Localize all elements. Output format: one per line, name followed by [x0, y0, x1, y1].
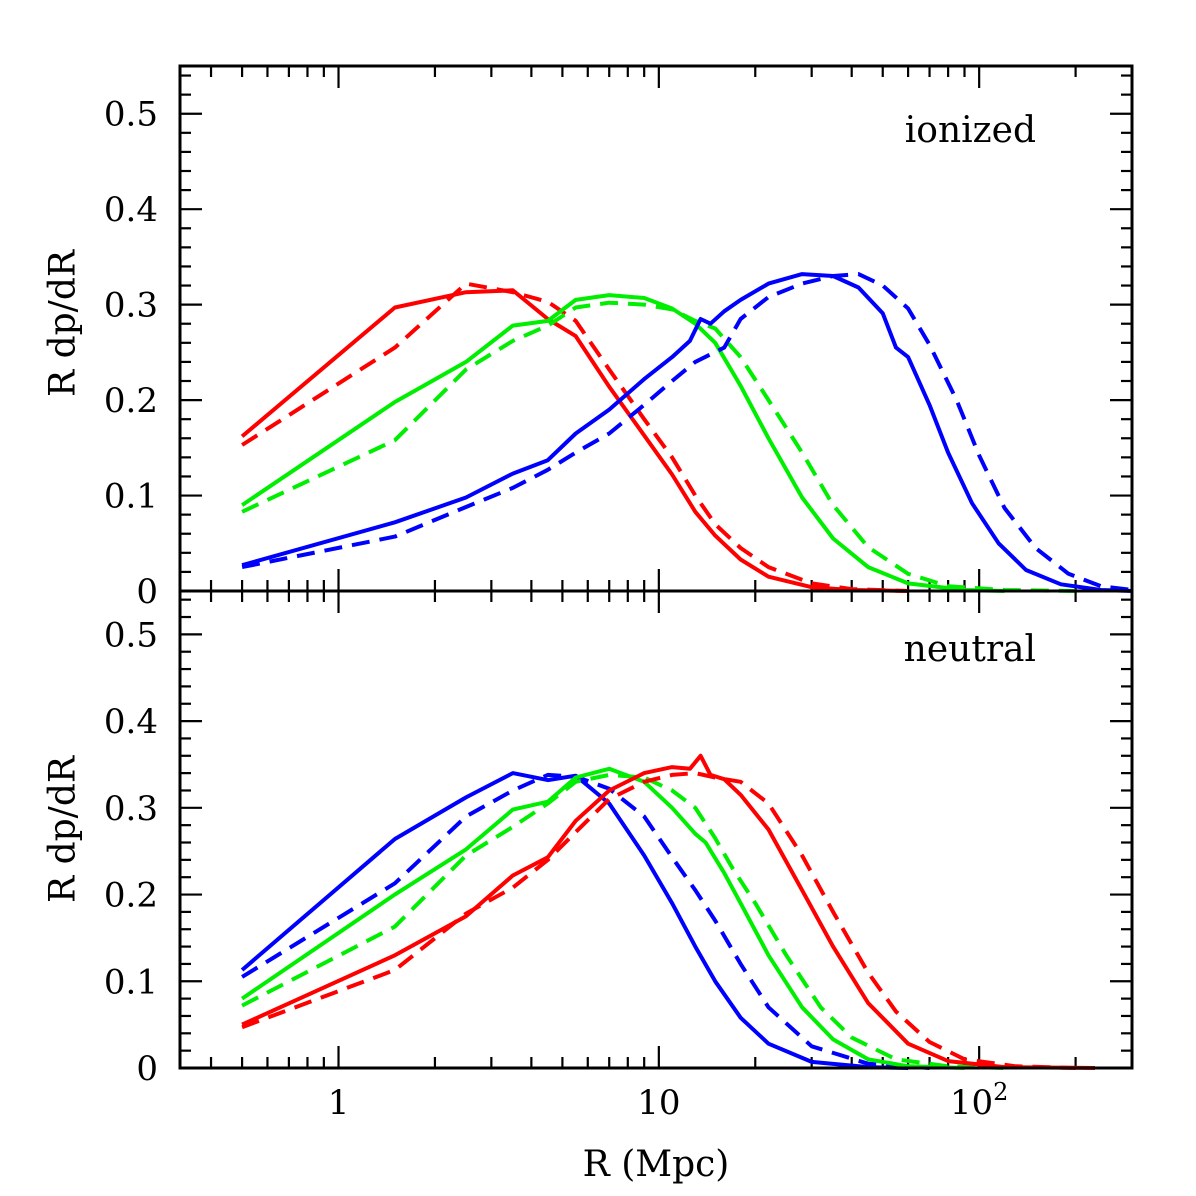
y-axis-label-bottom: R dp/dR: [43, 755, 84, 903]
y-tick-label: 0.3: [104, 789, 158, 829]
curves-bottom: [240, 753, 1096, 1070]
y-tick-label: 0.2: [104, 381, 158, 421]
curves-top: [240, 272, 1133, 593]
series-red-dashed: [241, 771, 1076, 1070]
y-tick-label: 0.1: [104, 962, 158, 1002]
y-tick-label: 0.5: [104, 95, 158, 135]
series-blue-solid: [241, 272, 1133, 593]
panel-ionized: 0 0.1 0.2 0.3 0.4 0.5 ionized R dp/dR: [43, 64, 1134, 612]
series-red-dashed: [241, 281, 909, 593]
frame-bottom: [178, 589, 1134, 1070]
y-tick-label: 0.3: [104, 286, 158, 326]
y-tick-label: 0.4: [104, 702, 158, 742]
series-blue-solid: [240, 771, 909, 1070]
series-blue-dashed: [241, 772, 930, 1070]
series-red-solid: [241, 753, 1096, 1070]
y-tick-label: 0: [136, 572, 158, 612]
y-tick-label: 0.4: [104, 190, 158, 230]
y-tick-label: 0.5: [104, 615, 158, 655]
y-tick-label: 0: [136, 1049, 158, 1089]
series-green-solid: [240, 766, 965, 1070]
x-tick-label: 10: [637, 1083, 680, 1123]
ticks-top: 0 0.1 0.2 0.3 0.4 0.5: [104, 66, 1134, 612]
series-green-solid: [240, 293, 1005, 593]
panel-label-ionized: ionized: [905, 110, 1036, 151]
series-red-solid: [240, 288, 909, 593]
series-blue-dashed: [241, 272, 1133, 592]
y-tick-label: 0.1: [104, 477, 158, 517]
panel-neutral: 0 0.1 0.2 0.3 0.4 0.5 neutral R dp/dR: [43, 589, 1134, 1089]
x-axis-label: R (Mpc): [583, 1144, 730, 1185]
y-tick-label: 0.2: [104, 876, 158, 916]
x-tick-label: 1: [328, 1083, 350, 1123]
y-axis-label-top: R dp/dR: [43, 249, 84, 397]
series-green-dashed: [241, 772, 1005, 1070]
panel-label-neutral: neutral: [904, 629, 1036, 670]
x-tick-labels: 1 10 102: [328, 1078, 1009, 1123]
x-tick-label: 102: [950, 1078, 1009, 1123]
series-green-dashed: [241, 300, 1076, 593]
